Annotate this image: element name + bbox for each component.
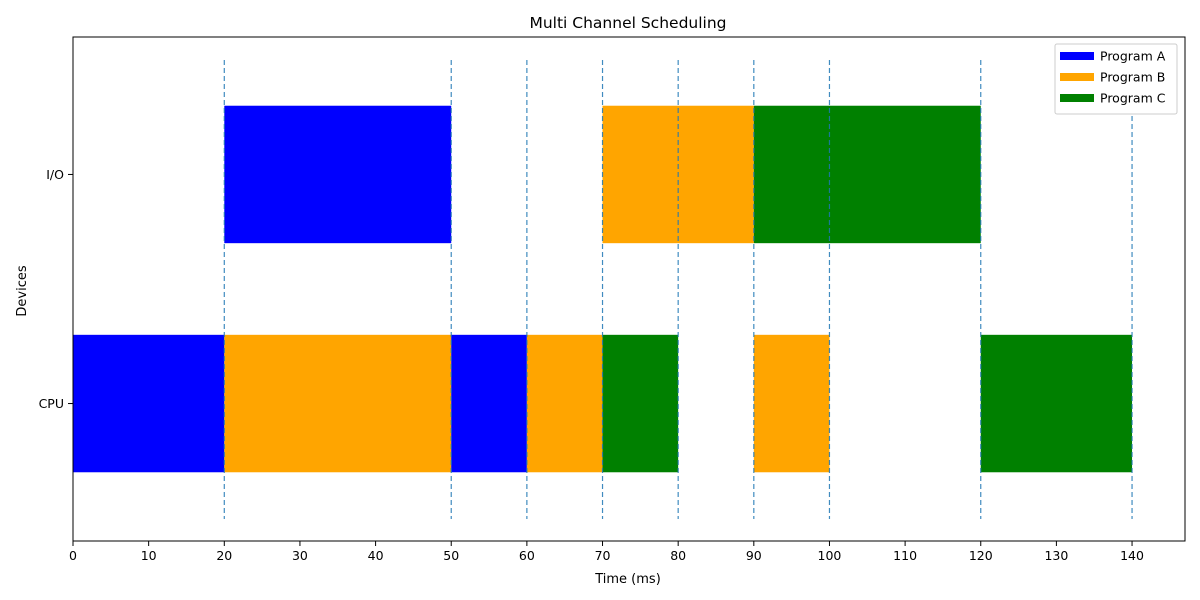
legend-label-1: Program B [1100,70,1165,85]
plot-frame [72,36,1186,542]
bar-cpu-2 [451,334,527,473]
x-tick-label-0: 0 [69,548,77,563]
chart-title: Multi Channel Scheduling [529,14,726,32]
x-tick-label-60: 60 [519,548,535,563]
x-tick-label-120: 120 [969,548,993,563]
x-tick-label-90: 90 [746,548,762,563]
x-axis: 0 10 20 30 40 50 60 70 80 90 100 110 120 130 140 [69,541,1144,563]
y-tick-label-io: I/O [46,167,64,182]
x-tick-label-20: 20 [216,548,232,563]
x-tick-label-130: 130 [1044,548,1068,563]
bar-cpu-6 [980,334,1133,473]
legend-swatch-0 [1060,52,1094,60]
bar-cpu-0 [73,334,225,473]
x-tick-label-50: 50 [443,548,459,563]
bar-io-7 [224,105,452,244]
x-tick-label-100: 100 [818,548,842,563]
x-tick-label-110: 110 [893,548,917,563]
y-axis: CPU I/O [39,167,73,411]
x-tick-label-140: 140 [1120,548,1144,563]
bar-cpu-1 [224,334,452,473]
bar-io-9 [753,105,981,244]
bar-cpu-5 [753,334,830,473]
x-tick-label-80: 80 [670,548,686,563]
x-axis-label: Time (ms) [594,572,661,587]
bars-layer [73,105,1133,473]
y-tick-label-cpu: CPU [39,396,64,411]
reference-lines-layer [223,60,1133,519]
x-tick-label-30: 30 [292,548,308,563]
legend-label-0: Program A [1100,49,1166,64]
x-tick-label-70: 70 [595,548,611,563]
legend-label-2: Program C [1100,91,1166,106]
x-tick-label-40: 40 [368,548,384,563]
bar-cpu-3 [526,334,603,473]
x-tick-label-10: 10 [141,548,157,563]
legend-swatch-1 [1060,73,1094,81]
y-axis-label: Devices [15,265,30,316]
legend-swatch-2 [1060,94,1094,102]
bar-cpu-4 [602,334,679,473]
legend: Program A Program B Program C [1054,43,1178,115]
